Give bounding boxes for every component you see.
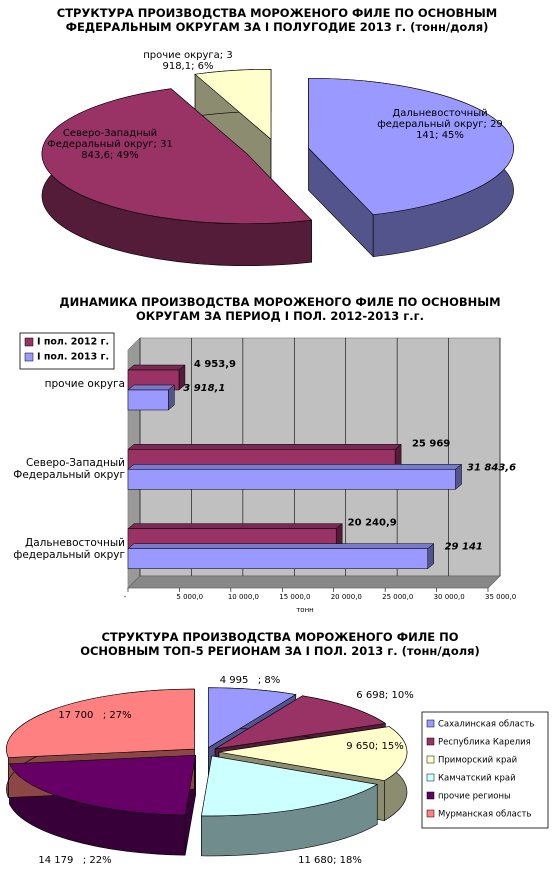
bar-top <box>127 464 463 470</box>
data-label: 6 698; 10% <box>340 690 430 701</box>
label-category: прочие округа; <box>143 50 224 61</box>
label-value: 17 700 ; 27% <box>58 710 132 721</box>
legend-label: прочие регионы <box>438 792 511 802</box>
bar-top <box>127 543 435 549</box>
y-tick-label: Северо-Западный Федеральный округ <box>13 457 129 482</box>
label-value: 3 918,1; 6% <box>162 50 236 72</box>
x-tick-label: 35 000,0 <box>485 593 516 601</box>
slice <box>41 88 313 225</box>
x-tick-label: 30 000,0 <box>434 593 465 601</box>
bar-top <box>127 364 186 371</box>
x-axis-label: тонн <box>296 606 314 614</box>
data-label: 11 680; 18% <box>285 855 375 866</box>
legend-label: I пол. 2013 г. <box>37 352 109 363</box>
bar-top <box>127 444 402 450</box>
data-label: 25 969 <box>412 438 450 449</box>
slice <box>208 687 297 749</box>
y-tick-label: прочие округа <box>44 378 125 390</box>
legend-swatch <box>426 737 435 746</box>
x-tick-label: 15 000,0 <box>279 593 310 601</box>
slice <box>218 726 408 781</box>
slice <box>214 695 387 750</box>
data-label: 9 650; 15% <box>330 741 420 752</box>
legend-swatch <box>426 773 435 782</box>
legend-label: Мурманская область <box>438 810 532 820</box>
chart-title: СТРУКТУРА ПРОИЗВОДСТВА МОРОЖЕНОГО ФИЛЕ П… <box>80 630 480 658</box>
legend-box <box>421 711 549 829</box>
bar-top <box>127 384 175 391</box>
legend-swatch <box>426 755 435 764</box>
label-value: 14 179 ; 22% <box>38 855 112 866</box>
label-value: 29 141; 45% <box>416 119 506 141</box>
legend-label: Камчатский край <box>438 774 516 784</box>
data-label: 4 995 ; 8% <box>205 675 295 686</box>
x-tick-label: - <box>124 593 127 601</box>
x-tick-label: 5 000,0 <box>176 593 203 601</box>
label-value: 4 995 ; 8% <box>219 675 281 686</box>
chart-title: СТРУКТУРА ПРОИЗВОДСТВА МОРОЖЕНОГО ФИЛЕ П… <box>56 6 498 34</box>
data-label: 31 843,6 <box>467 462 516 473</box>
slice <box>201 755 379 817</box>
data-label: 4 953,9 <box>194 359 236 370</box>
label-value: 6 698; 10% <box>356 690 414 701</box>
data-label: 20 240,9 <box>348 518 397 529</box>
legend-swatch <box>426 719 435 728</box>
legend-box <box>19 332 115 370</box>
plot-floor <box>127 575 501 589</box>
legend-label: Приморский край <box>438 756 517 766</box>
legend-swatch <box>426 809 435 818</box>
slice <box>8 754 196 816</box>
bar <box>127 548 428 569</box>
legend-swatch <box>426 791 435 800</box>
data-label: 17 700 ; 27% <box>45 710 145 721</box>
legend-label: I пол. 2012 г. <box>37 337 109 348</box>
label-category: Северо-Западный Федеральный округ; <box>47 128 161 150</box>
data-label: Дальневосточный федеральный округ; 29 14… <box>375 108 505 141</box>
legend-label: Республика Карелия <box>438 738 531 748</box>
chart-title: ДИНАМИКА ПРОИЗВОДСТВА МОРОЖЕНОГО ФИЛЕ ПО… <box>59 295 501 323</box>
slice <box>308 77 514 216</box>
data-label: 29 141 <box>445 542 483 553</box>
slice <box>194 68 272 140</box>
label-value: 9 650; 15% <box>346 741 404 752</box>
label-value: 11 680; 18% <box>298 855 362 866</box>
bar <box>127 389 169 411</box>
data-label: 14 179 ; 22% <box>25 855 125 866</box>
label-category: Дальневосточный федеральный округ; <box>377 108 491 130</box>
legend-swatch <box>24 352 34 362</box>
bar <box>127 469 456 490</box>
legend-swatch <box>24 337 34 347</box>
data-label: 3 918,1 <box>183 383 225 394</box>
x-tick-label: 20 000,0 <box>331 593 362 601</box>
data-label: прочие округа; 3 918,1; 6% <box>133 50 243 72</box>
y-tick-label: Дальневосточный федеральный округ <box>13 536 129 561</box>
label-value: 31 843,6; 49% <box>81 139 177 161</box>
x-tick-label: 25 000,0 <box>382 593 413 601</box>
x-tick-label: 10 000,0 <box>228 593 259 601</box>
slice <box>6 688 195 758</box>
bar-top <box>127 523 343 529</box>
legend-label: Сахалинская область <box>438 720 534 730</box>
data-label: Северо-Западный Федеральный округ; 31 84… <box>45 128 175 161</box>
